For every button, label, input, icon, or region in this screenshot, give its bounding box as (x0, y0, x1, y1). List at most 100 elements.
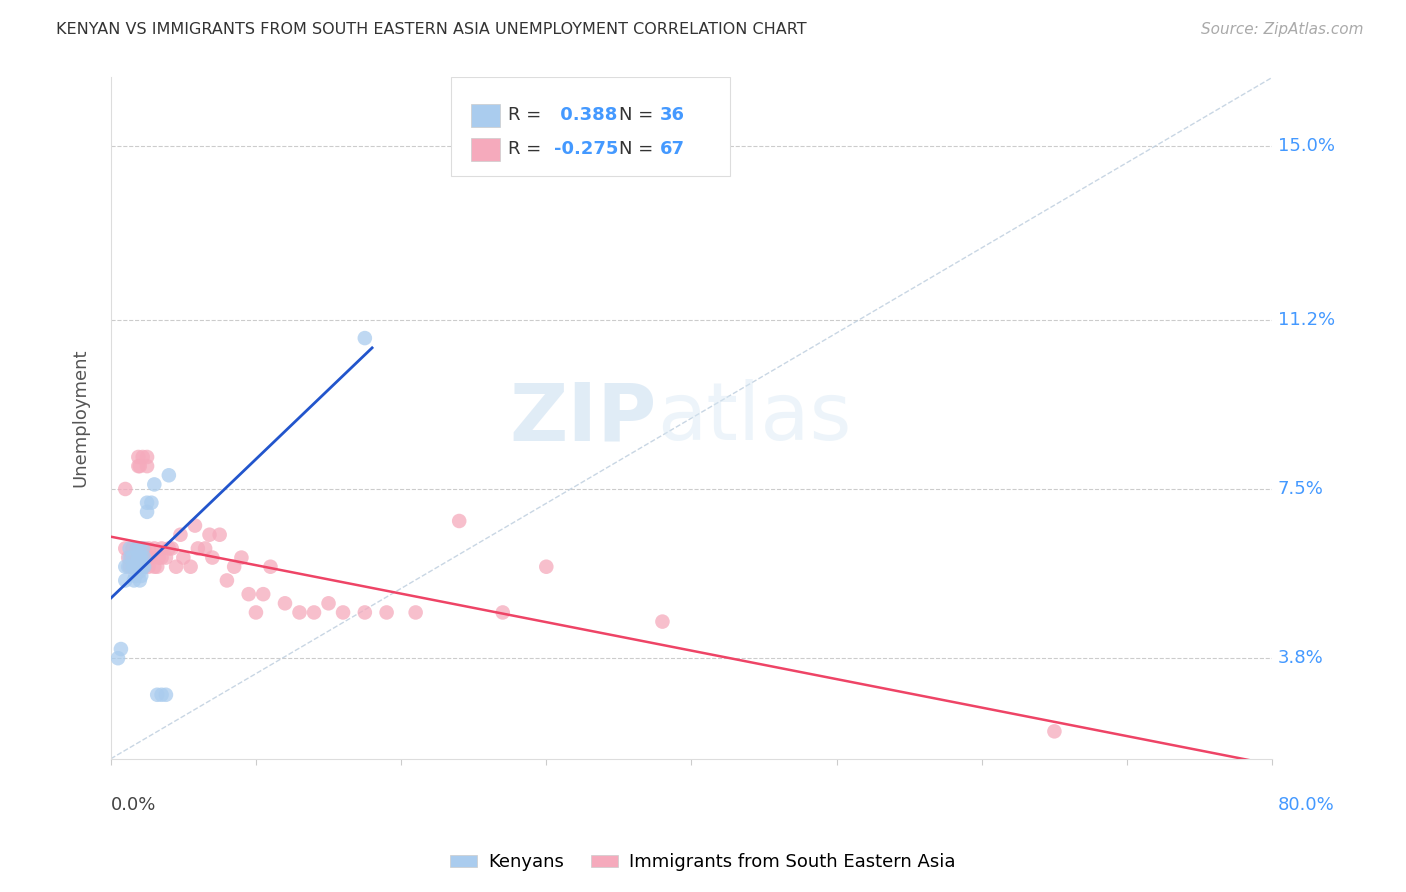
Point (110, 642, 132, 657)
Point (134, 541, 156, 556)
Point (131, 559, 153, 574)
Point (114, 541, 136, 556)
Point (184, 518, 207, 533)
Point (215, 574, 238, 588)
Text: ZIP: ZIP (509, 379, 657, 457)
Point (143, 541, 166, 556)
Text: atlas: atlas (657, 379, 851, 457)
Point (143, 477, 166, 491)
FancyBboxPatch shape (471, 138, 501, 161)
Point (169, 527, 191, 541)
Point (136, 459, 159, 474)
Text: R =: R = (508, 106, 541, 124)
Point (114, 482, 136, 496)
Point (134, 550, 156, 565)
Point (194, 541, 217, 556)
Text: 67: 67 (661, 140, 685, 158)
Point (125, 541, 148, 556)
Point (332, 606, 354, 620)
Point (118, 559, 141, 574)
Text: R =: R = (508, 140, 541, 158)
Text: 0.0%: 0.0% (111, 797, 156, 814)
Point (136, 450, 159, 464)
Point (131, 541, 153, 556)
Point (138, 559, 160, 574)
Point (536, 559, 558, 574)
Point (131, 550, 153, 565)
Text: 0.388: 0.388 (554, 106, 617, 124)
Point (157, 468, 180, 483)
Point (128, 550, 150, 565)
Point (125, 555, 148, 569)
Point (143, 559, 166, 574)
Point (150, 688, 173, 702)
Point (150, 550, 173, 565)
Text: 7.5%: 7.5% (1278, 480, 1324, 498)
Point (124, 569, 146, 583)
Point (136, 496, 159, 510)
Text: KENYAN VS IMMIGRANTS FROM SOUTH EASTERN ASIA UNEMPLOYMENT CORRELATION CHART: KENYAN VS IMMIGRANTS FROM SOUTH EASTERN … (56, 22, 807, 37)
Point (492, 606, 515, 620)
Point (224, 559, 246, 574)
Point (128, 564, 150, 578)
Point (127, 559, 149, 574)
Point (121, 541, 143, 556)
Text: Source: ZipAtlas.com: Source: ZipAtlas.com (1201, 22, 1364, 37)
FancyBboxPatch shape (451, 78, 730, 177)
Point (146, 559, 169, 574)
Point (118, 541, 141, 556)
Point (148, 550, 170, 565)
Point (128, 550, 150, 565)
Point (141, 496, 163, 510)
Point (121, 559, 143, 574)
Point (122, 550, 145, 565)
Point (128, 574, 150, 588)
Point (125, 550, 148, 565)
Point (198, 527, 221, 541)
Point (128, 541, 150, 556)
Point (353, 331, 375, 345)
Text: 3.8%: 3.8% (1278, 649, 1323, 667)
Point (129, 550, 152, 565)
Y-axis label: Unemployment: Unemployment (72, 349, 89, 487)
Point (117, 559, 139, 574)
Point (155, 688, 177, 702)
Point (353, 606, 375, 620)
Point (238, 587, 260, 601)
Legend: Kenyans, Immigrants from South Eastern Asia: Kenyans, Immigrants from South Eastern A… (443, 847, 963, 879)
Text: 36: 36 (661, 106, 685, 124)
Point (107, 651, 129, 665)
Point (129, 559, 152, 574)
Point (288, 606, 311, 620)
Point (160, 541, 183, 556)
Text: 11.2%: 11.2% (1278, 310, 1336, 329)
Point (449, 514, 471, 528)
Point (127, 459, 149, 474)
Point (127, 550, 149, 565)
Point (118, 550, 141, 565)
Text: -0.275: -0.275 (554, 140, 619, 158)
Point (134, 559, 156, 574)
Text: N =: N = (620, 106, 654, 124)
Point (150, 541, 173, 556)
Point (114, 574, 136, 588)
Text: 15.0%: 15.0% (1278, 137, 1334, 155)
Point (165, 559, 187, 574)
Point (172, 550, 194, 565)
Point (302, 606, 325, 620)
Point (125, 564, 148, 578)
Point (318, 596, 340, 610)
Point (375, 606, 398, 620)
Point (122, 559, 145, 574)
Point (121, 559, 143, 574)
Point (252, 587, 274, 601)
Point (122, 574, 145, 588)
Point (120, 550, 142, 565)
Point (405, 606, 427, 620)
Point (136, 505, 159, 519)
Point (201, 550, 224, 565)
Point (155, 550, 177, 565)
Point (259, 559, 281, 574)
FancyBboxPatch shape (471, 104, 501, 128)
Point (127, 450, 149, 464)
